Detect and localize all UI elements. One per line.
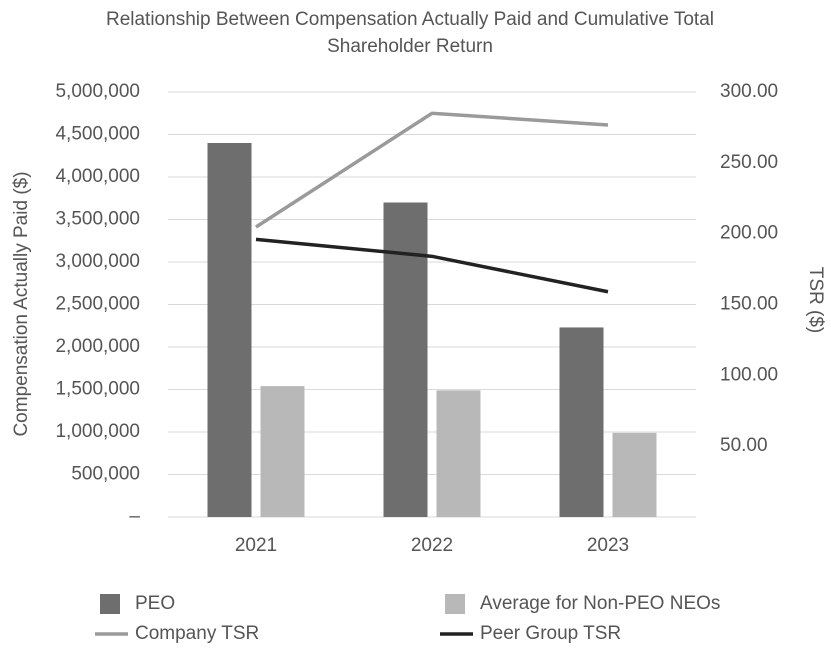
y2-tick-label: 250.00 (720, 152, 778, 173)
bar (612, 432, 657, 517)
y-tick-label: – (129, 506, 140, 527)
bar (207, 143, 252, 517)
y2-tick-label: 50.00 (720, 435, 768, 456)
y-axis-label: Compensation Actually Paid ($) (11, 171, 32, 436)
legend-swatch (100, 594, 120, 614)
bar (436, 390, 481, 517)
y-tick-label: 1,500,000 (55, 379, 140, 400)
y-tick-label: 2,500,000 (55, 294, 140, 315)
legend-label: Average for Non-PEO NEOs (480, 593, 720, 614)
line (255, 111, 609, 229)
x-tick-label: 2023 (587, 535, 629, 556)
line (255, 237, 609, 294)
y-tick-label: 3,500,000 (55, 209, 140, 230)
legend-label: Peer Group TSR (480, 623, 621, 644)
y-tick-label: 4,500,000 (55, 124, 140, 145)
y-tick-label: 5,000,000 (55, 81, 140, 102)
y2-tick-label: 300.00 (720, 81, 778, 102)
x-tick-label: 2021 (235, 535, 277, 556)
y-tick-label: 4,000,000 (55, 166, 140, 187)
bar (559, 327, 604, 517)
bar (383, 202, 428, 517)
y-tick-label: 3,000,000 (55, 251, 140, 272)
y-tick-label: 500,000 (71, 464, 140, 485)
y2-tick-label: 200.00 (720, 223, 778, 244)
chart-title: Relationship Between Compensation Actual… (105, 9, 714, 57)
legend-label: PEO (135, 593, 175, 614)
bar (260, 386, 305, 517)
legend-label: Company TSR (135, 623, 259, 644)
y2-tick-label: 100.00 (720, 364, 778, 385)
x-tick-label: 2022 (411, 535, 453, 556)
legend-swatch (445, 594, 465, 614)
y-tick-label: 1,000,000 (55, 421, 140, 442)
y2-tick-label: 150.00 (720, 294, 778, 315)
y-tick-label: 2,000,000 (55, 336, 140, 357)
y2-axis-label: TSR ($) (805, 267, 826, 334)
